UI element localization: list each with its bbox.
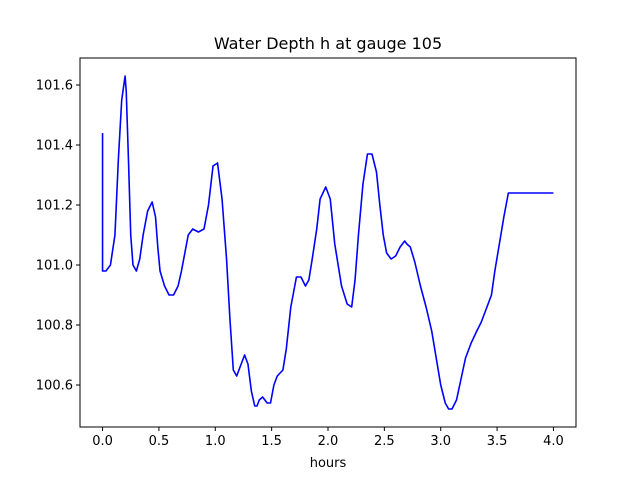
x-tick-label: 2.5 xyxy=(374,434,395,449)
series-line-0 xyxy=(101,75,554,410)
x-axis: 0.0 0.5 1.0 1.5 2.0 2.5 3.0 3.5 4.0 xyxy=(92,427,564,449)
plot-frame xyxy=(79,57,577,428)
x-tick-label: 4.0 xyxy=(543,434,564,449)
y-tick-label: 101.2 xyxy=(36,199,73,214)
y-axis: 100.6 100.8 101.0 101.2 101.4 101.6 xyxy=(36,79,80,394)
y-tick-label: 100.6 xyxy=(36,379,73,394)
plot-area xyxy=(101,75,554,410)
x-tick-label: 1.0 xyxy=(205,434,226,449)
y-tick-label: 101.6 xyxy=(36,79,73,94)
x-tick-label: 0.5 xyxy=(149,434,170,449)
x-tick-label: 3.0 xyxy=(430,434,451,449)
x-tick-label: 3.5 xyxy=(487,434,508,449)
y-tick-label: 100.8 xyxy=(36,319,73,334)
x-tick-label: 1.5 xyxy=(261,434,282,449)
x-tick-label: 2.0 xyxy=(318,434,339,449)
chart-title: Water Depth h at gauge 105 xyxy=(214,34,442,53)
y-tick-label: 101.4 xyxy=(36,139,73,154)
y-tick-label: 101.0 xyxy=(36,259,73,274)
x-axis-title: hours xyxy=(310,456,347,471)
x-tick-label: 0.0 xyxy=(92,434,113,449)
